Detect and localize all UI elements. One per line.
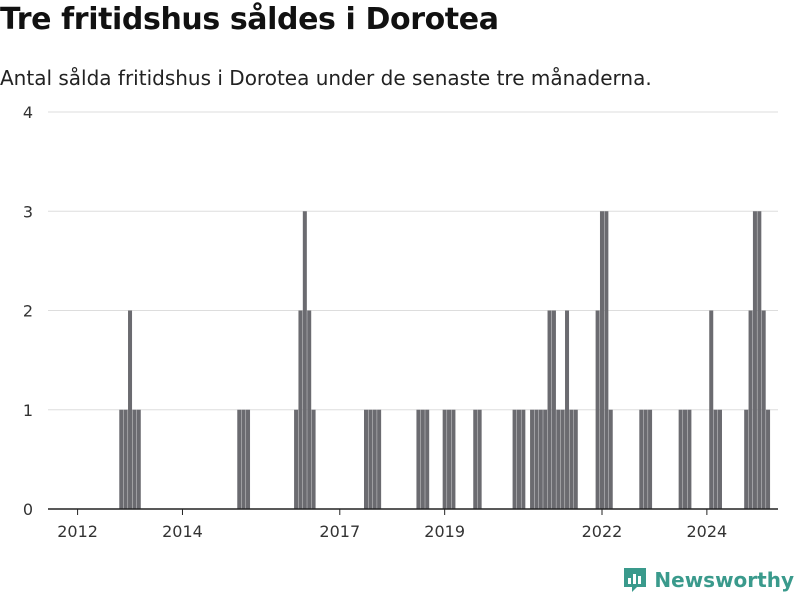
brand-logo: Newsworthy (622, 566, 794, 594)
bar (551, 310, 556, 509)
bar (473, 409, 478, 509)
bar (451, 409, 456, 509)
bar (294, 409, 299, 509)
bar (246, 409, 251, 509)
x-tick-label: 2019 (424, 522, 465, 541)
bar (757, 211, 762, 509)
bar (363, 409, 369, 509)
bar (573, 409, 578, 509)
bar (565, 310, 570, 509)
y-tick-label: 0 (23, 500, 33, 519)
bar (639, 409, 644, 509)
bar (717, 409, 722, 509)
bar (447, 409, 452, 509)
bar (678, 409, 683, 509)
bar (709, 310, 714, 509)
bar (556, 409, 561, 509)
bar (569, 409, 574, 509)
bar (477, 409, 482, 509)
bar (599, 211, 605, 509)
y-tick-label: 4 (23, 103, 33, 122)
bar (307, 310, 312, 509)
y-tick-label: 1 (23, 401, 33, 420)
bar (534, 409, 539, 509)
bar (543, 409, 548, 509)
bar (744, 409, 749, 509)
bar (687, 409, 692, 509)
bar (547, 310, 552, 509)
bars (119, 211, 771, 509)
bar (237, 409, 242, 509)
y-tick-label: 2 (23, 302, 33, 321)
y-axis-ticks: 0 1 2 3 4 (23, 103, 33, 519)
bar (713, 409, 718, 509)
bar (123, 409, 128, 509)
x-tick-label: 2024 (687, 522, 728, 541)
bar (608, 409, 613, 509)
bar (530, 409, 535, 509)
bar (752, 211, 757, 509)
bar (560, 409, 565, 509)
bar (425, 409, 430, 509)
bar (416, 409, 421, 509)
bar (761, 310, 766, 509)
gridlines (48, 111, 778, 411)
bar (368, 409, 373, 509)
bar (132, 409, 137, 509)
bar (683, 409, 688, 509)
bar (302, 211, 307, 509)
bar (420, 409, 425, 509)
x-tick-label: 2012 (57, 522, 98, 541)
bar (377, 409, 382, 509)
bar (128, 310, 133, 509)
chart-subtitle: Antal sålda fritidshus i Dorotea under d… (0, 66, 652, 90)
bar (766, 409, 771, 509)
bar (442, 409, 447, 509)
newsworthy-logo-icon (624, 568, 647, 592)
bar (604, 211, 609, 509)
x-tick-label: 2014 (162, 522, 203, 541)
bar (643, 409, 648, 509)
bar (748, 310, 753, 509)
y-tick-label: 3 (23, 202, 33, 221)
bar (648, 409, 653, 509)
bar (372, 409, 377, 509)
bar (136, 409, 141, 509)
bar (595, 310, 600, 509)
x-tick-label: 2017 (319, 522, 360, 541)
x-tick-label: 2022 (582, 522, 623, 541)
bar (512, 409, 517, 509)
brand-name: Newsworthy (654, 568, 794, 592)
bar (119, 409, 124, 509)
bar (521, 409, 526, 509)
bar (241, 409, 246, 509)
x-axis-ticks: 2012 2014 2017 2019 2022 2024 (57, 509, 727, 541)
bar (538, 409, 543, 509)
bar (298, 310, 303, 509)
bar (311, 409, 316, 509)
bar (516, 409, 521, 509)
chart-title: Tre fritidshus såldes i Dorotea (0, 2, 499, 37)
